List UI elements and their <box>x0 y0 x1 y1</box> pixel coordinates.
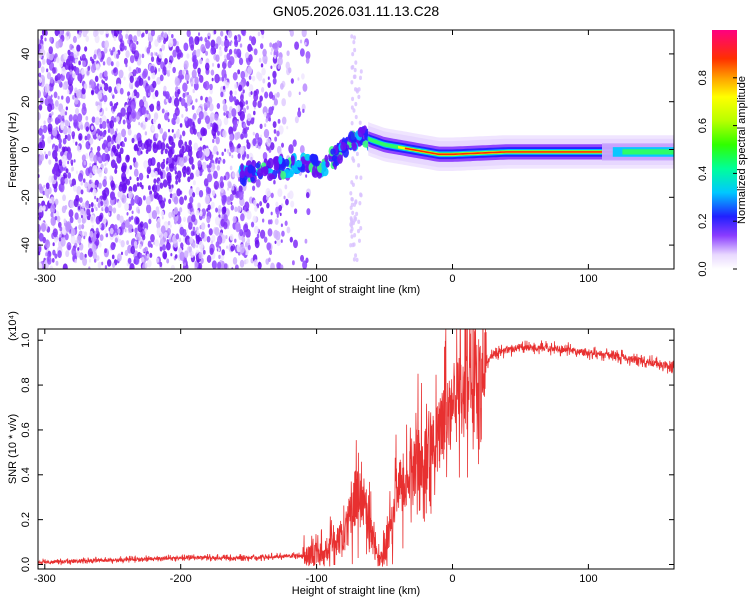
colorbar-ticks: 0.0 0.2 0.4 0.6 0.8 <box>697 70 737 277</box>
spectrogram-y-tick-label-0: -40 <box>20 237 32 253</box>
spectrogram-y-tick-label-3: 20 <box>20 96 32 108</box>
snr-x-tick-label-0: -300 <box>34 573 56 585</box>
snr-y-label: SNR (10 * v/v) <box>7 414 19 484</box>
spectrogram-y-ticks: -40 -20 0 20 40 <box>20 48 674 253</box>
spectrogram-y-tick-label-2: 0 <box>20 146 32 152</box>
snr-y-tick-label-4: 0.8 <box>20 377 32 392</box>
snr-y-tick-label-0: 0.0 <box>20 557 32 572</box>
spectrogram-y-tick-label-1: -20 <box>20 189 32 205</box>
spectrogram-x-tick-label-0: -300 <box>34 273 56 285</box>
colorbar-tick-label-2: 0.4 <box>697 166 709 181</box>
spectrogram-x-tick-label-2: -100 <box>306 273 328 285</box>
colorbar-tick-label-4: 0.8 <box>697 70 709 85</box>
snr-y-tick-label-3: 0.6 <box>20 422 32 437</box>
snr-y-tick-label-1: 0.2 <box>20 512 32 527</box>
spectrogram-x-ticks: -300 -200 -100 0 100 <box>34 30 598 285</box>
spectrogram-y-label: Frequency (Hz) <box>7 112 19 188</box>
snr-y-tick-label-5: 1.0 <box>20 333 32 348</box>
spectrogram-x-tick-label-3: 0 <box>449 273 455 285</box>
snr-y-tick-label-2: 0.4 <box>20 467 32 482</box>
snr-x-label: Height of straight line (km) <box>292 585 420 597</box>
colorbar-label: Normalized spectral amplitude <box>736 76 748 224</box>
spectrogram-x-tick-label-4: 100 <box>579 273 597 285</box>
spectrogram-heatmap <box>38 30 674 269</box>
colorbar-tick-label-0: 0.0 <box>697 261 709 276</box>
colorbar: 0.0 0.2 0.4 0.6 0.8 Normalized spectral ampl… <box>697 30 748 277</box>
snr-x-ticks: -300 -200 -100 0 100 <box>34 329 598 585</box>
colorbar-gradient <box>712 30 737 269</box>
snr-panel: -300 -200 -100 0 100 0.0 0.2 0.4 0.6 0.8 1.0 Heig… <box>7 311 675 597</box>
spectrogram-x-label: Height of straight line (km) <box>292 284 420 296</box>
spectrogram-x-tick-label-1: -200 <box>170 273 192 285</box>
snr-x-tick-label-1: -200 <box>170 573 192 585</box>
snr-frame <box>37 328 675 570</box>
spectrogram-y-tick-label-4: 40 <box>20 48 32 60</box>
colorbar-tick-label-3: 0.6 <box>697 118 709 133</box>
figure-title: GN05.2026.031.11.13.C28 <box>273 3 440 19</box>
snr-y-multiplier: (x10⁴) <box>7 311 19 341</box>
snr-x-tick-label-4: 100 <box>579 573 597 585</box>
snr-y-ticks: 0.0 0.2 0.4 0.6 0.8 1.0 <box>20 333 674 572</box>
colorbar-tick-label-1: 0.2 <box>697 214 709 229</box>
snr-series-line <box>38 329 674 567</box>
snr-x-tick-label-2: -100 <box>306 573 328 585</box>
snr-x-tick-label-3: 0 <box>449 573 455 585</box>
